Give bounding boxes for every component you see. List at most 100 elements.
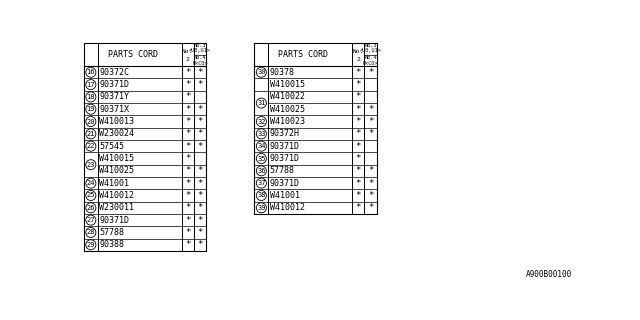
Text: W410025: W410025 <box>270 105 305 114</box>
Text: *: * <box>197 191 203 200</box>
Text: 90372H: 90372H <box>270 129 300 138</box>
Text: *: * <box>356 179 361 188</box>
Text: PARTS CORD: PARTS CORD <box>278 50 328 59</box>
Text: 36: 36 <box>257 168 266 174</box>
Text: *: * <box>197 129 203 138</box>
Text: W410015: W410015 <box>270 80 305 89</box>
Text: W410012: W410012 <box>99 191 134 200</box>
Text: 2: 2 <box>356 57 360 62</box>
Text: 30: 30 <box>257 69 266 75</box>
Text: 19: 19 <box>86 106 95 112</box>
Text: No.: No. <box>182 49 193 54</box>
Text: *: * <box>197 203 203 212</box>
Text: *: * <box>356 203 361 212</box>
Text: *: * <box>368 105 373 114</box>
Text: *: * <box>356 154 361 163</box>
Text: *: * <box>185 179 191 188</box>
Text: *: * <box>356 142 361 151</box>
Text: *: * <box>185 92 191 101</box>
Text: W230011: W230011 <box>99 203 134 212</box>
Text: No.3
<U0,U1>: No.3 <U0,U1> <box>189 43 211 53</box>
Text: PARTS CORD: PARTS CORD <box>108 50 157 59</box>
Text: 90371X: 90371X <box>99 105 129 114</box>
Text: 26: 26 <box>86 205 95 211</box>
Text: No.4
U<CO>: No.4 U<CO> <box>363 55 378 66</box>
Text: 90371D: 90371D <box>270 179 300 188</box>
Text: *: * <box>185 228 191 237</box>
Text: 22: 22 <box>86 143 95 149</box>
Text: *: * <box>356 80 361 89</box>
Text: W410015: W410015 <box>99 154 134 163</box>
Text: 23: 23 <box>86 162 95 168</box>
Text: 90371D: 90371D <box>270 154 300 163</box>
Text: *: * <box>356 129 361 138</box>
Text: W410012: W410012 <box>270 203 305 212</box>
Text: *: * <box>185 142 191 151</box>
Text: *: * <box>197 105 203 114</box>
Text: *: * <box>185 154 191 163</box>
Text: 37: 37 <box>257 180 266 186</box>
Text: *: * <box>368 191 373 200</box>
Text: *: * <box>368 203 373 212</box>
Text: 90388: 90388 <box>99 240 124 249</box>
Text: 35: 35 <box>257 156 266 162</box>
Text: *: * <box>197 142 203 151</box>
Text: No.4
U<CO>: No.4 U<CO> <box>192 55 208 66</box>
Text: 2: 2 <box>186 57 189 62</box>
Text: *: * <box>185 166 191 175</box>
Text: *: * <box>197 117 203 126</box>
Text: 29: 29 <box>86 242 95 248</box>
Text: *: * <box>185 105 191 114</box>
Bar <box>84 43 206 251</box>
Text: 34: 34 <box>257 143 266 149</box>
Text: *: * <box>185 129 191 138</box>
Text: 57788: 57788 <box>270 166 295 175</box>
Text: 25: 25 <box>86 192 95 198</box>
Text: W230024: W230024 <box>99 129 134 138</box>
Text: *: * <box>197 68 203 77</box>
Text: *: * <box>185 240 191 249</box>
Text: *: * <box>185 203 191 212</box>
Text: *: * <box>197 179 203 188</box>
Text: *: * <box>368 179 373 188</box>
Text: A900B00100: A900B00100 <box>526 270 572 279</box>
Text: *: * <box>356 105 361 114</box>
Text: 90371D: 90371D <box>99 216 129 225</box>
Text: 20: 20 <box>86 118 95 124</box>
Text: W410022: W410022 <box>270 92 305 101</box>
Text: 39: 39 <box>257 205 266 211</box>
Text: 16: 16 <box>86 69 95 75</box>
Text: 18: 18 <box>86 94 95 100</box>
Text: *: * <box>368 129 373 138</box>
Text: 38: 38 <box>257 192 266 198</box>
Text: *: * <box>197 166 203 175</box>
Text: *: * <box>185 117 191 126</box>
Text: *: * <box>197 240 203 249</box>
Text: *: * <box>197 80 203 89</box>
Text: No.3
<U0,U1>: No.3 <U0,U1> <box>360 43 381 53</box>
Text: 27: 27 <box>86 217 95 223</box>
Text: 90372C: 90372C <box>99 68 129 77</box>
Text: 90371Y: 90371Y <box>99 92 129 101</box>
Bar <box>254 43 377 214</box>
Text: W41001: W41001 <box>99 179 129 188</box>
Text: 57545: 57545 <box>99 142 124 151</box>
Text: 17: 17 <box>86 82 95 88</box>
Text: *: * <box>356 166 361 175</box>
Text: *: * <box>356 191 361 200</box>
Text: *: * <box>356 92 361 101</box>
Text: *: * <box>185 216 191 225</box>
Text: *: * <box>356 68 361 77</box>
Text: *: * <box>197 216 203 225</box>
Text: No.: No. <box>353 49 364 54</box>
Text: 90371D: 90371D <box>99 80 129 89</box>
Text: 57788: 57788 <box>99 228 124 237</box>
Text: *: * <box>185 68 191 77</box>
Text: *: * <box>368 166 373 175</box>
Text: 24: 24 <box>86 180 95 186</box>
Text: W410025: W410025 <box>99 166 134 175</box>
Text: W410013: W410013 <box>99 117 134 126</box>
Text: *: * <box>197 228 203 237</box>
Text: *: * <box>356 117 361 126</box>
Text: 90378: 90378 <box>270 68 295 77</box>
